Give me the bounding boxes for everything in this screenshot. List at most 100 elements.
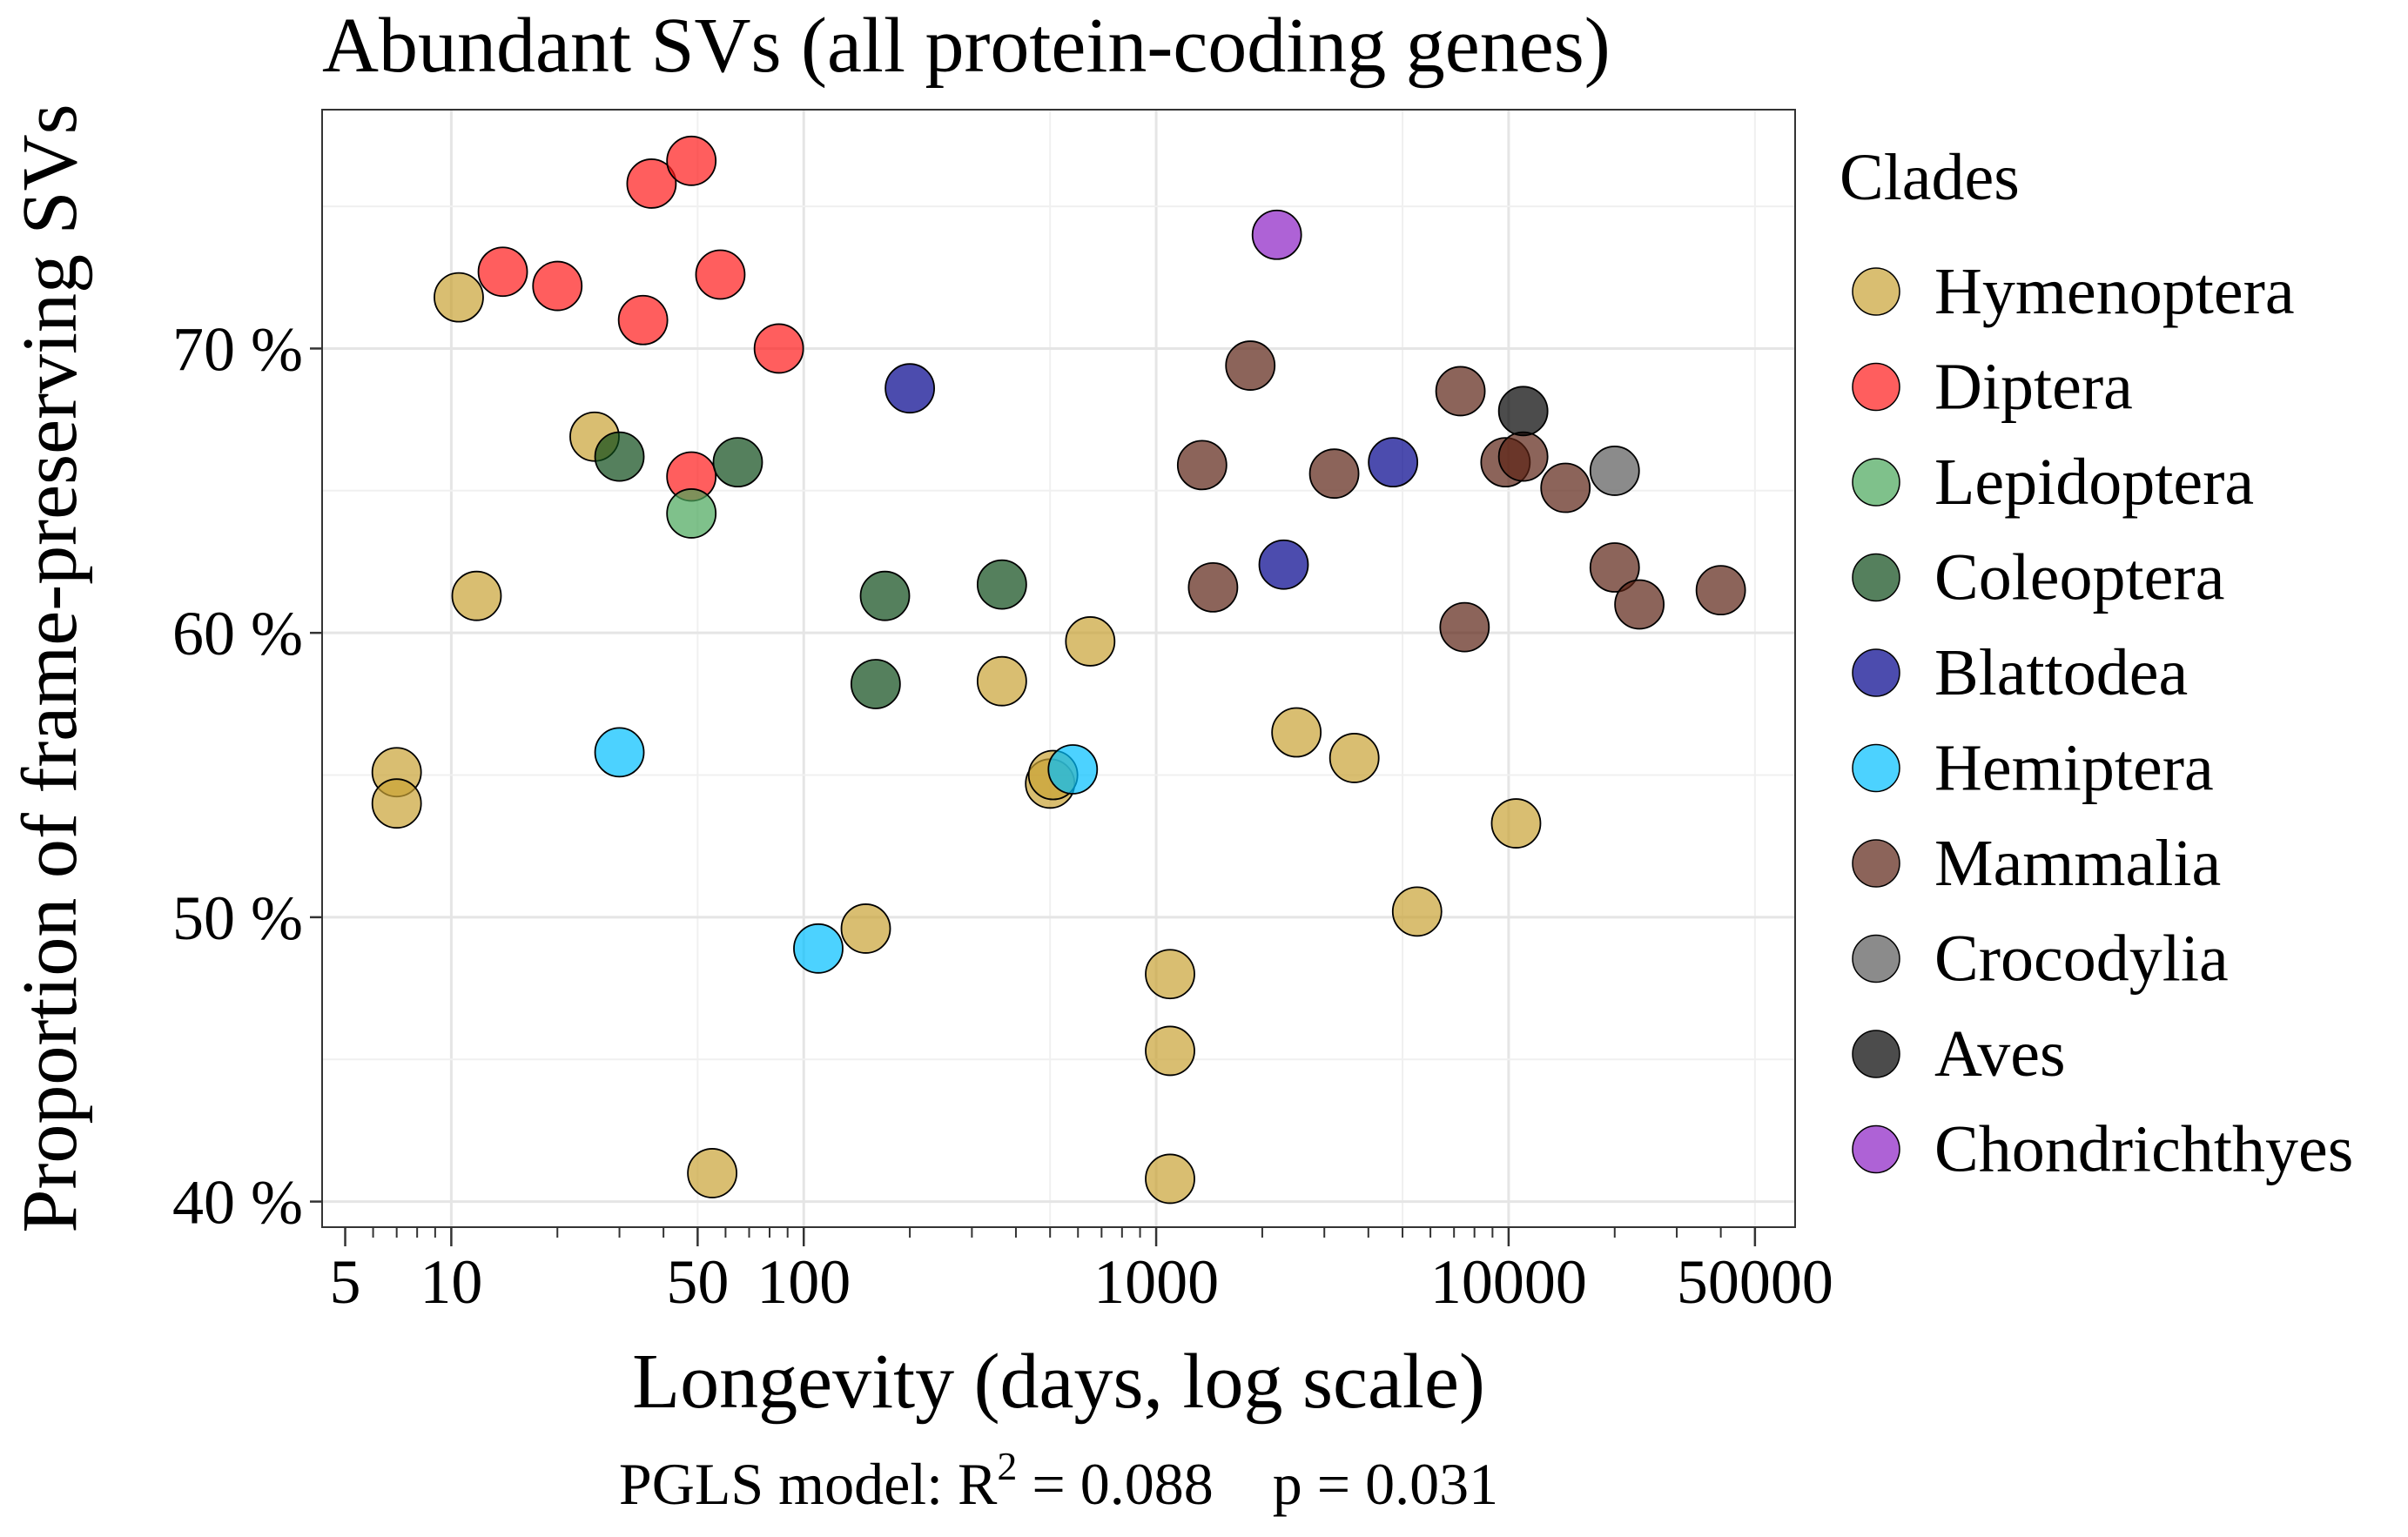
chart-title: Abundant SVs (all protein-coding genes) — [322, 3, 1611, 89]
point-diptera — [695, 249, 746, 300]
point-mammalia — [1308, 448, 1360, 500]
point-hymenoptera — [687, 1148, 738, 1198]
point-hymenoptera — [1490, 798, 1542, 849]
point-hymenoptera — [1271, 707, 1322, 758]
x-tick-label: 10 — [420, 1247, 482, 1317]
point-hymenoptera — [1145, 949, 1195, 1000]
annotation-prefix: PGLS model: R — [619, 1451, 998, 1517]
legend-item-hemiptera: Hemiptera — [1852, 732, 2214, 805]
legend-swatch-chondrichthyes — [1852, 1124, 1900, 1174]
legend-item-crocodylia: Crocodylia — [1852, 923, 2229, 996]
point-aves — [1497, 386, 1549, 437]
point-mammalia — [1439, 601, 1490, 653]
point-mammalia — [1225, 340, 1276, 391]
legend-item-aves: Aves — [1852, 1017, 2066, 1091]
y-tick-label: 60 % — [172, 599, 303, 668]
legend-label-coleoptera: Coleoptera — [1934, 541, 2224, 614]
point-blattodea — [1368, 437, 1419, 488]
legend-swatch-aves — [1852, 1030, 1900, 1078]
legend-label-chondrichthyes: Chondrichthyes — [1934, 1113, 2353, 1186]
x-tick-label: 10000 — [1430, 1247, 1587, 1317]
point-hemiptera — [1047, 744, 1099, 795]
x-axis-label: Longevity (days, log scale) — [632, 1339, 1485, 1425]
x-tick-label: 50 — [666, 1247, 729, 1317]
point-mammalia — [1435, 366, 1486, 417]
point-hymenoptera — [451, 570, 502, 621]
point-diptera — [617, 294, 669, 346]
legend-swatch-diptera — [1852, 362, 1900, 412]
legend-label-mammalia: Mammalia — [1934, 827, 2221, 900]
point-hemiptera — [594, 727, 645, 778]
point-mammalia — [1176, 440, 1228, 491]
point-diptera — [666, 135, 717, 186]
point-blattodea — [885, 363, 935, 414]
legend-swatch-hymenoptera — [1852, 267, 1900, 316]
point-hymenoptera — [1065, 616, 1116, 667]
y-axis: 40 % 50 % 60 % 70 % — [172, 314, 322, 1238]
point-hymenoptera — [976, 655, 1027, 707]
point-mammalia — [1695, 565, 1746, 616]
point-blattodea — [1258, 539, 1309, 590]
point-mammalia — [1540, 462, 1591, 513]
legend-label-diptera: Diptera — [1934, 351, 2133, 424]
point-hymenoptera — [840, 903, 891, 954]
legend: Clades Hymenoptera Diptera Lepidoptera Cole… — [1840, 141, 2353, 1186]
legend-swatch-lepidoptera — [1852, 458, 1900, 507]
legend-item-blattodea: Blattodea — [1852, 636, 2188, 709]
point-chondrichthyes — [1251, 209, 1302, 260]
point-hemiptera — [793, 923, 844, 974]
legend-swatch-coleoptera — [1852, 553, 1900, 602]
legend-items: Hymenoptera Diptera Lepidoptera Coleoptera B… — [1852, 255, 2353, 1186]
point-lepidoptera — [666, 488, 717, 539]
point-hymenoptera — [434, 272, 484, 323]
x-axis: 5 10 50 100 1000 10000 50000 — [330, 1227, 1833, 1317]
legend-item-chondrichthyes: Chondrichthyes — [1852, 1113, 2353, 1186]
point-coleoptera — [976, 559, 1027, 610]
point-coleoptera — [850, 659, 901, 709]
y-tick-label: 50 % — [172, 883, 303, 953]
legend-swatch-crocodylia — [1852, 934, 1900, 983]
point-diptera — [477, 246, 528, 298]
point-coleoptera — [594, 431, 645, 482]
legend-swatch-hemiptera — [1852, 743, 1900, 793]
legend-item-coleoptera: Coleoptera — [1852, 541, 2224, 614]
legend-title: Clades — [1840, 141, 2020, 214]
y-axis-label: Proportion of frame-preserving SVs — [7, 104, 93, 1232]
point-diptera — [626, 158, 677, 209]
model-annotation: PGLS model: R2 = 0.088 p = 0.031 — [619, 1444, 1498, 1517]
point-mammalia — [1589, 542, 1640, 593]
legend-label-aves: Aves — [1934, 1017, 2066, 1091]
point-mammalia — [1497, 431, 1549, 482]
point-coleoptera — [859, 570, 911, 621]
point-hymenoptera — [371, 778, 422, 829]
legend-item-lepidoptera: Lepidoptera — [1852, 446, 2254, 519]
point-hymenoptera — [1145, 1025, 1195, 1077]
point-crocodylia — [1589, 446, 1640, 496]
legend-label-crocodylia: Crocodylia — [1934, 923, 2229, 996]
point-mammalia — [1187, 561, 1239, 613]
point-diptera — [753, 323, 804, 374]
legend-item-diptera: Diptera — [1852, 351, 2133, 424]
legend-label-blattodea: Blattodea — [1934, 636, 2188, 709]
point-hymenoptera — [1391, 886, 1443, 937]
legend-label-lepidoptera: Lepidoptera — [1934, 446, 2254, 519]
x-tick-label: 5 — [330, 1247, 361, 1317]
x-tick-label: 1000 — [1093, 1247, 1219, 1317]
y-tick-label: 40 % — [172, 1168, 303, 1238]
legend-item-hymenoptera: Hymenoptera — [1852, 255, 2295, 328]
legend-item-mammalia: Mammalia — [1852, 827, 2221, 900]
plot-border — [321, 109, 1796, 1228]
point-diptera — [532, 260, 583, 312]
x-tick-label: 50000 — [1677, 1247, 1833, 1317]
annotation-suffix: = 0.088 p = 0.031 — [1017, 1451, 1498, 1517]
point-coleoptera — [712, 437, 763, 488]
legend-swatch-mammalia — [1852, 839, 1900, 888]
legend-swatch-blattodea — [1852, 648, 1900, 697]
point-hymenoptera — [1145, 1153, 1195, 1205]
point-mammalia — [1614, 579, 1665, 630]
legend-label-hemiptera: Hemiptera — [1934, 732, 2214, 805]
annotation-superscript: 2 — [997, 1444, 1017, 1488]
data-points — [371, 135, 1746, 1205]
y-tick-label: 70 % — [172, 314, 303, 384]
